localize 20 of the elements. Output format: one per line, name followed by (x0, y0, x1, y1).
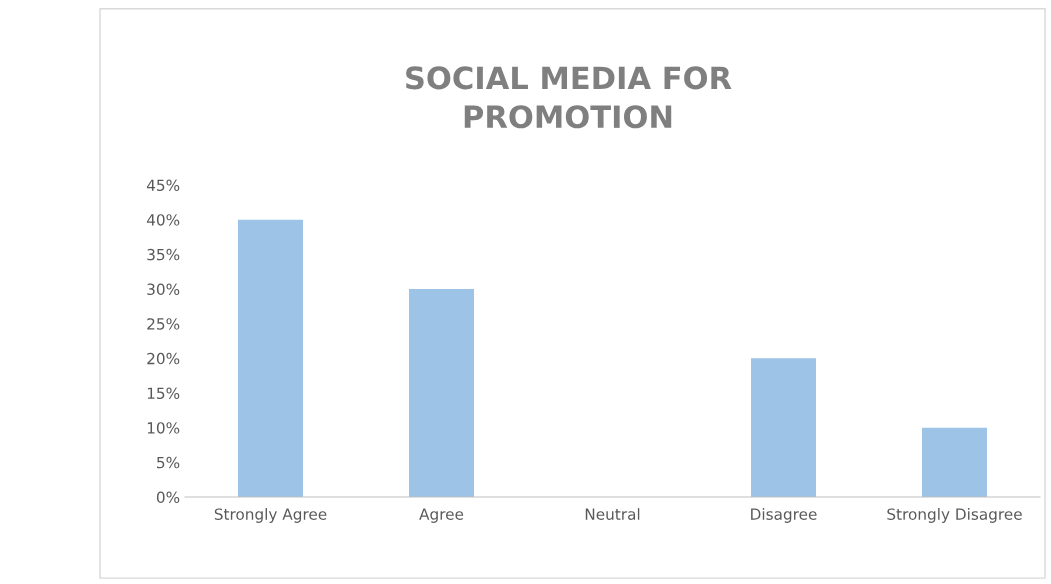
y-tick-label: 10% (147, 422, 180, 434)
chart-title: SOCIAL MEDIA FOR PROMOTION (406, 66, 732, 129)
y-tick-label: 25% (147, 318, 180, 330)
y-tick-label: 45% (146, 179, 180, 192)
x-tick-label: Strongly Disagree (887, 508, 1022, 523)
x-tick-label: Agree (419, 508, 464, 523)
bar (922, 427, 987, 497)
y-tick-label: 30% (147, 283, 180, 296)
bar (751, 358, 816, 497)
y-tick-label: 40% (146, 214, 180, 226)
y-tick-label: 35% (147, 248, 180, 261)
bar (238, 219, 303, 497)
x-tick-label: Disagree (751, 508, 817, 523)
y-tick-label: 0% (156, 491, 180, 504)
y-tick-label: 15% (147, 387, 180, 400)
y-tick-label: 20% (147, 352, 180, 365)
x-tick-label: Neutral (585, 508, 640, 520)
y-tick-label: 5% (157, 456, 180, 469)
bar (409, 289, 474, 497)
x-tick-label: Strongly Agree (214, 508, 327, 523)
